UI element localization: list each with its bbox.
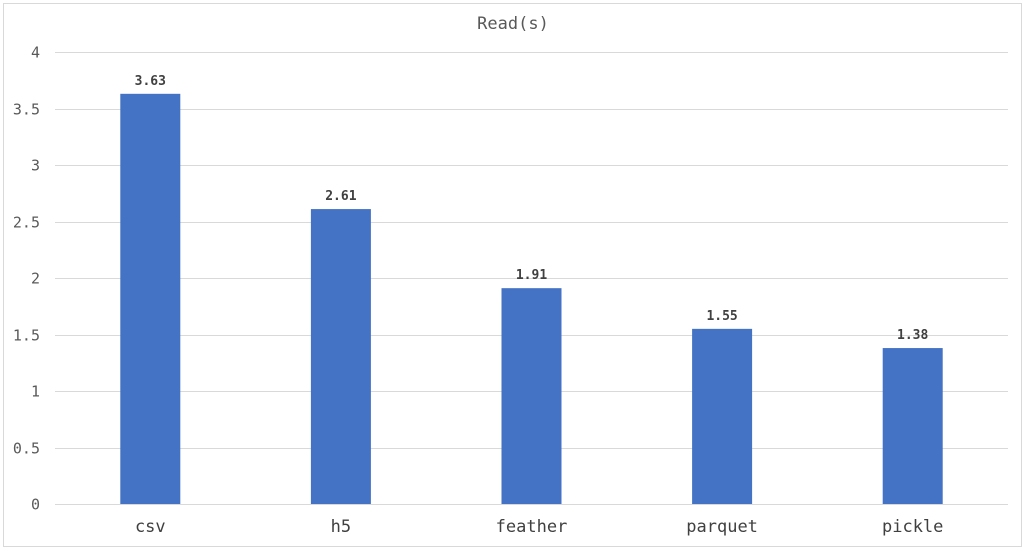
y-tick-label: 4 [31,44,40,62]
data-label: 2.61 [325,189,356,204]
data-label: 1.55 [706,309,737,324]
bars [120,93,943,504]
bar [692,328,753,504]
y-tick-label: 3 [31,157,40,175]
x-axis-categories: csv h5 feather parquet pickle [135,517,943,537]
gridlines [55,52,1008,505]
bar [310,209,371,504]
y-tick-label: 1.5 [13,327,40,345]
data-labels: 3.63 2.61 1.91 1.55 1.38 [135,74,929,343]
chart-title: Read(s) [477,14,549,34]
bar [501,288,562,504]
y-axis-ticks: 0 0.5 1 1.5 2 2.5 3 3.5 4 [13,44,40,514]
y-tick-label: 0.5 [13,440,40,458]
category-label: csv [135,517,166,537]
y-tick-label: 2.5 [13,214,40,232]
bar [120,93,181,504]
category-label: feather [496,517,568,537]
category-label: pickle [882,517,943,537]
bar [882,348,943,504]
y-tick-label: 3.5 [13,101,40,119]
data-label: 1.38 [897,328,928,343]
y-tick-label: 1 [31,383,40,401]
y-tick-label: 0 [31,496,40,514]
data-label: 3.63 [135,74,166,89]
y-tick-label: 2 [31,270,40,288]
data-label: 1.91 [516,268,547,283]
category-label: h5 [331,517,351,537]
category-label: parquet [686,517,758,537]
